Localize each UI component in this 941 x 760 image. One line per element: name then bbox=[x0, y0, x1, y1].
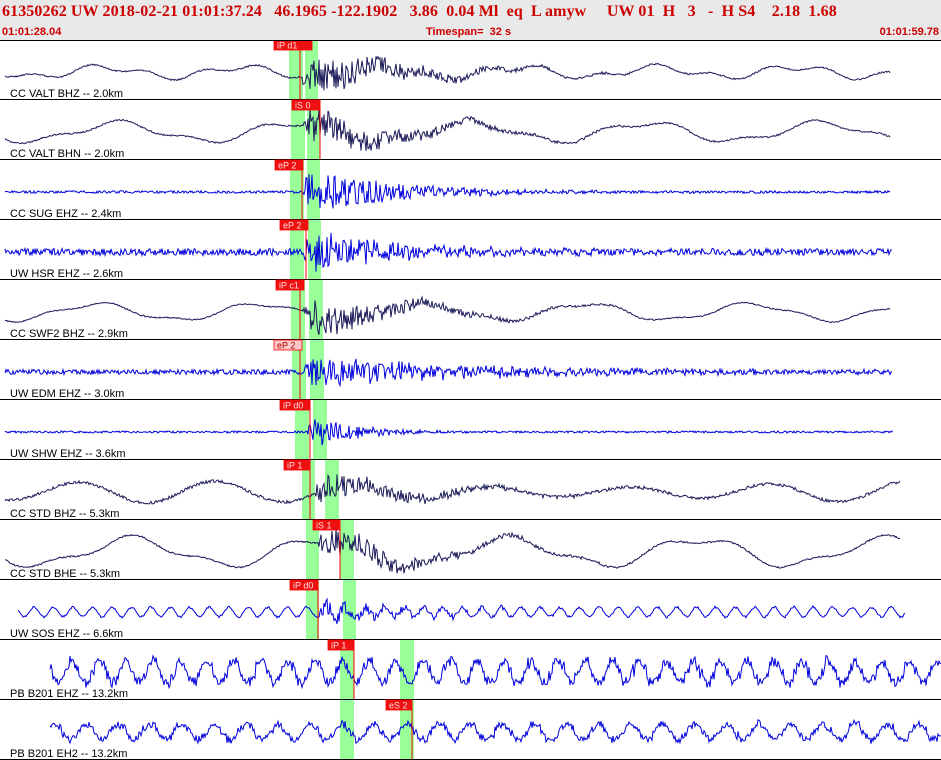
seismogram-trace bbox=[4, 232, 893, 272]
pick-label-box[interactable] bbox=[275, 279, 305, 291]
pick-label-box[interactable] bbox=[327, 639, 355, 651]
phase-window bbox=[295, 400, 309, 460]
channel-label: UW SHW EHZ -- 3.6km bbox=[10, 448, 126, 460]
pick-label-box[interactable] bbox=[385, 699, 413, 711]
channel-label: CC VALT BHZ -- 2.0km bbox=[10, 88, 123, 100]
pick-label-box[interactable] bbox=[283, 459, 311, 471]
phase-window bbox=[302, 460, 315, 520]
pick-label-box[interactable] bbox=[273, 339, 303, 351]
trace-row[interactable]: iP 1 PB B201 EHZ -- 13.2km bbox=[0, 639, 941, 700]
channel-label: CC STD BHZ -- 5.3km bbox=[10, 508, 119, 520]
channel-label: CC STD BHE -- 5.3km bbox=[10, 568, 120, 580]
phase-window bbox=[290, 160, 304, 220]
timespan-label: Timespan= 32 s bbox=[426, 26, 512, 38]
pick-label: iP 1 bbox=[287, 461, 302, 471]
trace-row[interactable]: eP 2 UW HSR EHZ -- 2.6km bbox=[0, 219, 941, 280]
event-title: 61350262 UW 2018-02-21 01:01:37.24 46.19… bbox=[2, 3, 837, 20]
pick-label: eP 2 bbox=[283, 221, 301, 231]
pick-label-box[interactable] bbox=[274, 159, 304, 171]
channel-label: PB B201 EHZ -- 13.2km bbox=[10, 688, 128, 700]
trace-row[interactable]: iP d0 UW SHW EHZ -- 3.6km bbox=[0, 399, 941, 460]
seismogram-trace bbox=[4, 109, 891, 151]
waveform-panel[interactable]: iP d1 CC VALT BHZ -- 2.0km iS 0 CC VALT BHN… bbox=[0, 40, 941, 760]
phase-window bbox=[306, 520, 319, 580]
pick-label: eS 2 bbox=[389, 701, 408, 711]
phase-window bbox=[291, 100, 305, 160]
phase-window bbox=[306, 580, 319, 640]
seismogram-trace bbox=[4, 419, 894, 446]
seismogram-trace bbox=[4, 473, 901, 505]
trace-row[interactable]: iP d1 CC VALT BHZ -- 2.0km bbox=[0, 40, 941, 100]
channel-label: UW SOS EHZ -- 6.6km bbox=[10, 628, 123, 640]
phase-window bbox=[400, 700, 414, 760]
pick-label: iP c1 bbox=[279, 281, 299, 291]
pick-label: iS 1 bbox=[316, 521, 332, 531]
trace-row[interactable]: eP 2 UW EDM EHZ -- 3.0km bbox=[0, 339, 941, 400]
trace-row[interactable]: iP c1 CC SWF2 BHZ -- 2.9km bbox=[0, 279, 941, 340]
channel-label: CC SWF2 BHZ -- 2.9km bbox=[10, 328, 128, 340]
seismogram-trace bbox=[17, 597, 906, 624]
phase-window bbox=[343, 580, 356, 640]
trace-row[interactable]: eS 2 PB B201 EH2 -- 13.2km bbox=[0, 699, 941, 760]
pick-label-box[interactable] bbox=[279, 399, 311, 411]
seismogram-trace bbox=[4, 174, 891, 209]
phase-window bbox=[307, 160, 320, 220]
seismogram-trace bbox=[4, 55, 891, 91]
end-time-label: 01:01:59.78 bbox=[879, 26, 939, 38]
pick-label: iP d1 bbox=[277, 41, 297, 51]
phase-window bbox=[400, 640, 414, 700]
pick-label: eP 2 bbox=[278, 161, 296, 171]
trace-row[interactable]: eP 2 CC SUG EHZ -- 2.4km bbox=[0, 159, 941, 220]
pick-label: iS 0 bbox=[295, 101, 311, 111]
channel-label: UW EDM EHZ -- 3.0km bbox=[10, 388, 124, 400]
trace-row[interactable]: iS 1 CC STD BHE -- 5.3km bbox=[0, 519, 941, 580]
pick-label-box[interactable] bbox=[289, 579, 319, 591]
seismogram-trace bbox=[49, 719, 941, 745]
pick-label: eP 2 bbox=[277, 341, 295, 351]
channel-label: CC VALT BHN -- 2.0km bbox=[10, 148, 124, 160]
seismogram-trace bbox=[4, 358, 893, 388]
pick-label-box[interactable] bbox=[273, 40, 313, 51]
trace-row[interactable]: iP d0 UW SOS EHZ -- 6.6km bbox=[0, 579, 941, 640]
pick-label-box[interactable] bbox=[291, 99, 321, 111]
pick-label: iP d0 bbox=[283, 401, 303, 411]
seismogram-trace bbox=[4, 528, 901, 574]
seismogram-trace bbox=[49, 654, 941, 690]
phase-window bbox=[313, 400, 327, 460]
channel-label: CC SUG EHZ -- 2.4km bbox=[10, 208, 121, 220]
channel-label: PB B201 EH2 -- 13.2km bbox=[10, 748, 127, 760]
pick-label: iP d0 bbox=[293, 581, 313, 591]
pick-label-box[interactable] bbox=[312, 519, 340, 531]
trace-row[interactable]: iP 1 CC STD BHZ -- 5.3km bbox=[0, 459, 941, 520]
event-header: 61350262 UW 2018-02-21 01:01:37.24 46.19… bbox=[0, 0, 941, 40]
start-time-label: 01:01:28.04 bbox=[2, 26, 62, 38]
channel-label: UW HSR EHZ -- 2.6km bbox=[10, 268, 123, 280]
pick-label-box[interactable] bbox=[279, 219, 309, 231]
trace-row[interactable]: iS 0 CC VALT BHN -- 2.0km bbox=[0, 99, 941, 160]
pick-label: iP 1 bbox=[331, 641, 346, 651]
phase-window bbox=[291, 280, 305, 340]
phase-window bbox=[340, 640, 354, 700]
phase-window bbox=[325, 460, 339, 520]
phase-window bbox=[292, 340, 306, 400]
seismogram-trace bbox=[4, 295, 891, 335]
